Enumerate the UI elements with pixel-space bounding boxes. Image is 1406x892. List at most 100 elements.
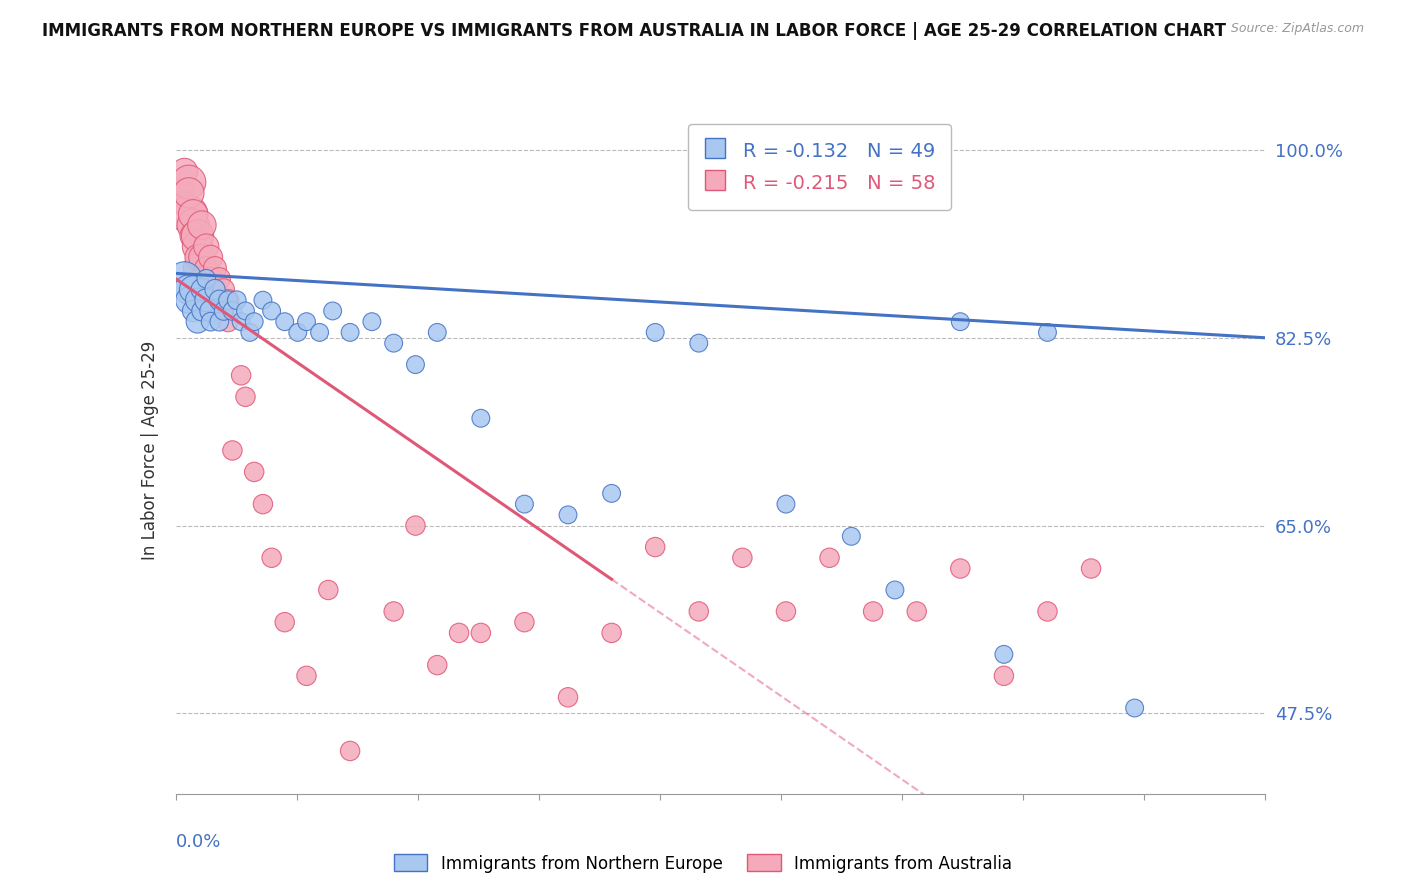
Point xyxy=(243,465,266,479)
Point xyxy=(339,326,361,340)
Point xyxy=(274,315,297,329)
Point xyxy=(186,260,209,275)
Point xyxy=(339,744,361,758)
Point xyxy=(775,497,797,511)
Point xyxy=(470,411,492,425)
Point xyxy=(204,283,226,297)
Point xyxy=(688,604,710,618)
Point xyxy=(949,315,972,329)
Point xyxy=(200,271,222,285)
Point xyxy=(217,293,239,308)
Point xyxy=(191,304,214,318)
Point xyxy=(195,260,218,275)
Point xyxy=(426,326,449,340)
Point xyxy=(318,582,340,597)
Point xyxy=(186,239,209,253)
Point xyxy=(225,293,247,308)
Point xyxy=(295,669,318,683)
Point xyxy=(600,626,623,640)
Point xyxy=(177,175,200,189)
Point xyxy=(186,250,209,264)
Point xyxy=(208,293,231,308)
Point xyxy=(243,315,266,329)
Text: IMMIGRANTS FROM NORTHERN EUROPE VS IMMIGRANTS FROM AUSTRALIA IN LABOR FORCE | AG: IMMIGRANTS FROM NORTHERN EUROPE VS IMMIG… xyxy=(42,22,1226,40)
Point xyxy=(841,529,863,543)
Point xyxy=(181,304,204,318)
Point xyxy=(862,604,884,618)
Point xyxy=(513,497,536,511)
Point xyxy=(447,626,470,640)
Point xyxy=(195,271,218,285)
Point xyxy=(905,604,928,618)
Point xyxy=(200,315,222,329)
Point xyxy=(993,669,1015,683)
Point xyxy=(295,315,318,329)
Point xyxy=(204,260,226,275)
Point xyxy=(426,658,449,673)
Point xyxy=(200,304,222,318)
Point xyxy=(212,283,235,297)
Point xyxy=(195,239,218,253)
Point xyxy=(731,550,754,565)
Point xyxy=(173,164,195,178)
Point xyxy=(993,648,1015,662)
Point xyxy=(1080,561,1102,575)
Point xyxy=(949,561,972,575)
Point xyxy=(212,304,235,318)
Point xyxy=(235,304,257,318)
Legend: Immigrants from Northern Europe, Immigrants from Australia: Immigrants from Northern Europe, Immigra… xyxy=(387,847,1019,880)
Point xyxy=(382,336,405,351)
Point xyxy=(308,326,330,340)
Point xyxy=(221,304,243,318)
Text: Source: ZipAtlas.com: Source: ZipAtlas.com xyxy=(1230,22,1364,36)
Point xyxy=(688,336,710,351)
Point xyxy=(231,368,253,383)
Point xyxy=(470,626,492,640)
Point xyxy=(195,283,218,297)
Point xyxy=(181,228,204,243)
Point xyxy=(360,315,382,329)
Point xyxy=(260,304,283,318)
Point xyxy=(200,250,222,264)
Point xyxy=(208,315,231,329)
Point xyxy=(239,326,262,340)
Point xyxy=(252,497,274,511)
Point xyxy=(1036,604,1059,618)
Point xyxy=(217,293,239,308)
Point xyxy=(1123,701,1146,715)
Point xyxy=(644,326,666,340)
Point xyxy=(287,326,309,340)
Point xyxy=(181,207,204,221)
Point xyxy=(204,283,226,297)
Point xyxy=(186,315,209,329)
Point xyxy=(177,283,200,297)
Point xyxy=(644,540,666,554)
Point xyxy=(191,283,214,297)
Point xyxy=(212,304,235,318)
Point xyxy=(191,250,214,264)
Point xyxy=(173,271,195,285)
Legend: R = -0.132   N = 49, R = -0.215   N = 58: R = -0.132 N = 49, R = -0.215 N = 58 xyxy=(688,124,950,210)
Point xyxy=(177,186,200,200)
Point xyxy=(186,228,209,243)
Point xyxy=(186,293,209,308)
Point xyxy=(260,550,283,565)
Point xyxy=(322,304,344,318)
Point xyxy=(235,390,257,404)
Y-axis label: In Labor Force | Age 25-29: In Labor Force | Age 25-29 xyxy=(141,341,159,560)
Point xyxy=(252,293,274,308)
Point xyxy=(177,293,200,308)
Point xyxy=(217,315,239,329)
Point xyxy=(191,218,214,232)
Point xyxy=(1036,326,1059,340)
Point xyxy=(818,550,841,565)
Point xyxy=(181,283,204,297)
Point xyxy=(169,186,191,200)
Point xyxy=(513,615,536,630)
Point xyxy=(557,508,579,522)
Point xyxy=(884,582,907,597)
Point xyxy=(208,271,231,285)
Point xyxy=(600,486,623,500)
Point xyxy=(191,271,214,285)
Point xyxy=(382,604,405,618)
